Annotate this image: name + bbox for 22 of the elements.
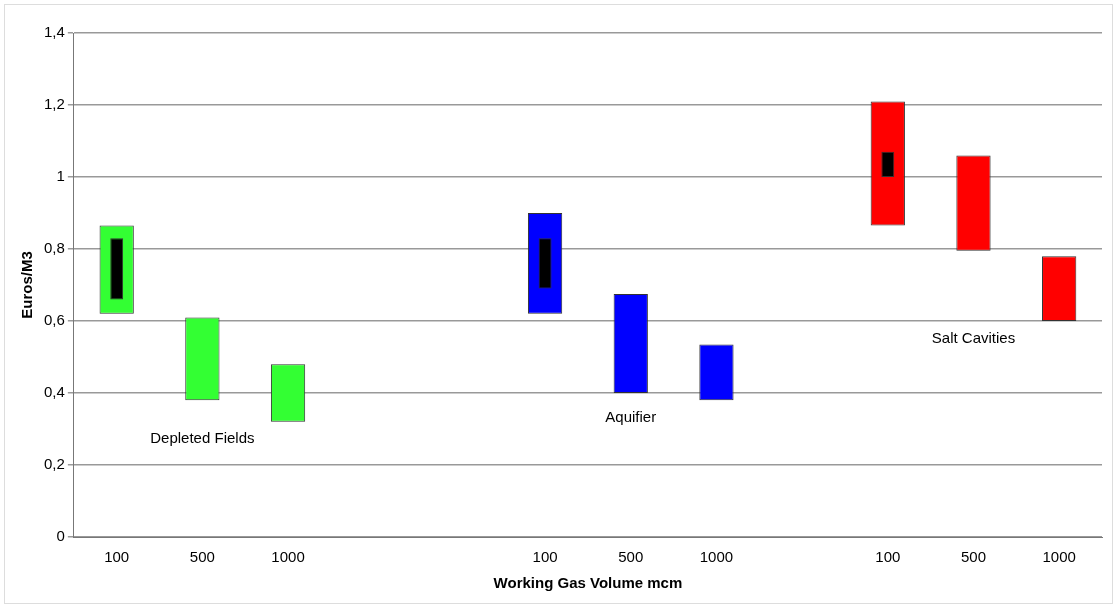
x-tick-label: 100	[104, 548, 130, 566]
series-label: Salt Cavities	[931, 328, 1016, 346]
x-tick-label: 1000	[271, 548, 305, 566]
y-tick-label: 1,2	[43, 95, 65, 113]
y-tick-label: 0,6	[43, 311, 65, 329]
x-tick-label: 500	[189, 548, 215, 566]
x-tick-label: 100	[532, 548, 558, 566]
y-axis-title: Euros/M3	[18, 251, 36, 319]
x-axis-title: Working Gas Volume mcm	[493, 574, 683, 592]
y-tick-label: 0,2	[43, 455, 65, 473]
x-tick-label: 1000	[1042, 548, 1076, 566]
x-tick-label: 500	[618, 548, 644, 566]
y-tick-label: 0,8	[43, 239, 65, 257]
y-tick-label: 1	[56, 167, 65, 185]
x-tick-label: 1000	[699, 548, 734, 566]
series-label: Depleted Fields	[150, 429, 255, 447]
x-tick-label: 500	[960, 548, 986, 566]
x-tick-label: 100	[875, 548, 901, 566]
y-tick-label: 0	[56, 527, 65, 545]
y-tick-label: 1,4	[43, 23, 65, 41]
series-label: Aquifier	[605, 407, 657, 425]
y-tick-label: 0,4	[43, 383, 65, 401]
